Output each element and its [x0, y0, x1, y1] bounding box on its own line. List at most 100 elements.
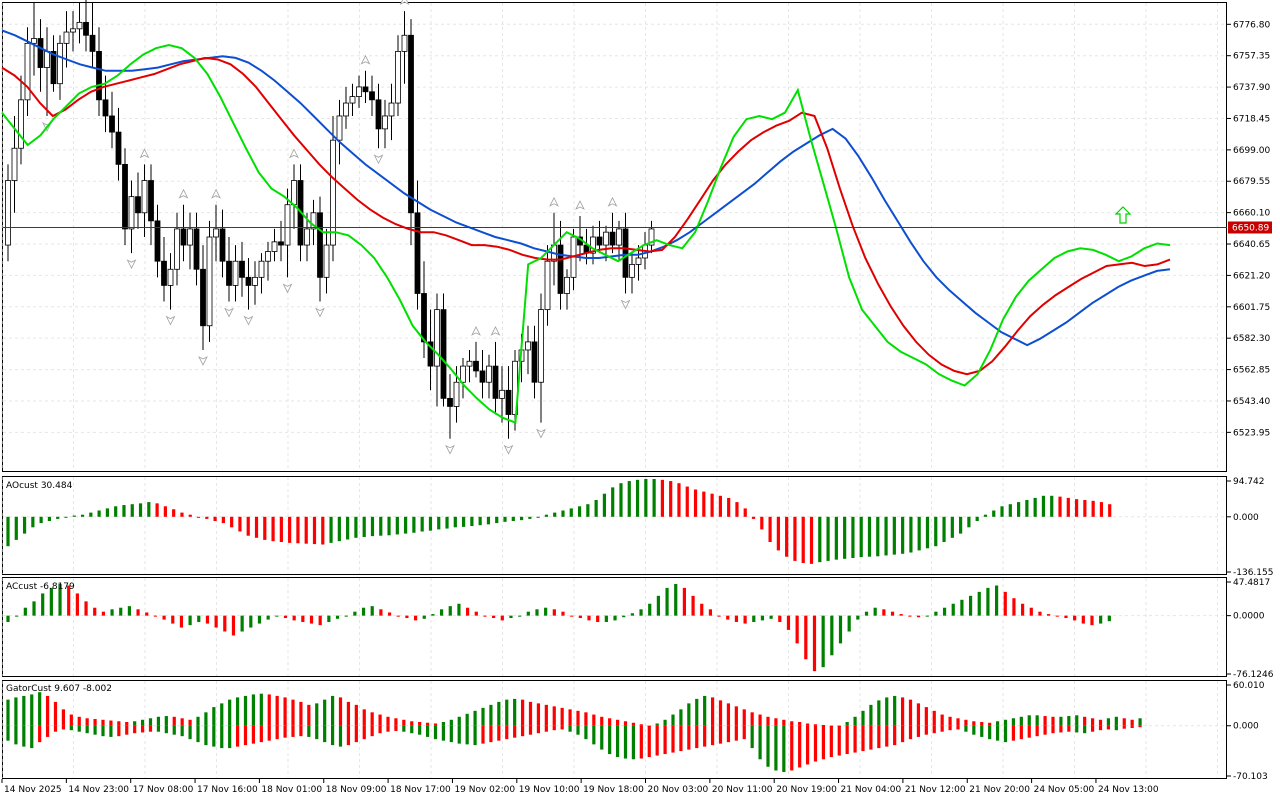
bullish-candle	[11, 147, 18, 181]
bearish-candle	[50, 51, 57, 85]
gator-lower-bar	[576, 725, 580, 735]
histogram-bar	[660, 479, 665, 517]
histogram-bar	[162, 615, 166, 620]
gator-lower-bar	[299, 725, 303, 737]
histogram-bar	[39, 516, 43, 524]
histogram-bar	[180, 512, 184, 517]
gator-lower-bar	[687, 725, 691, 750]
gator-upper-bar	[1019, 716, 1023, 726]
gator-upper-bar	[465, 713, 469, 726]
gator-lower-bar	[457, 725, 461, 744]
fractal-up-icon	[607, 196, 618, 207]
bearish-candle	[148, 180, 154, 222]
gator-upper-bar	[457, 716, 461, 726]
gator-upper-bar	[69, 714, 73, 726]
histogram-bar	[587, 615, 591, 621]
histogram-bar	[596, 615, 600, 622]
histogram-bar	[213, 516, 217, 522]
price-tick-label: 6699.00	[1233, 146, 1270, 156]
gator-panel[interactable]: GatorCust 9.607 -8.002 60.010 0.000 -70.10…	[1, 680, 1268, 783]
gator-upper-bar	[93, 719, 97, 726]
histogram-bar	[138, 503, 143, 517]
histogram-bar	[511, 516, 515, 522]
histogram-bar	[917, 516, 921, 551]
main-panel[interactable]: 6776.80 6757.35 6737.90 6718.45 6699.00 6679.…	[1, 0, 1272, 472]
gator-lower-bar	[560, 725, 564, 730]
histogram-bar	[909, 516, 913, 553]
histogram-bar	[665, 587, 669, 616]
histogram-bar	[404, 516, 408, 534]
gator-lower-bar	[924, 725, 928, 735]
ao-panel[interactable]: AOcust 30.484 94.742 0.000 -136.155	[1, 476, 1273, 579]
gator-lower-bar	[829, 725, 833, 758]
bullish-candle	[310, 212, 317, 230]
histogram-bar	[279, 516, 283, 543]
gator-upper-bar	[378, 714, 382, 726]
histogram-bar	[413, 615, 418, 621]
gator-upper-bar	[695, 698, 699, 726]
ac-panel[interactable]: ACcust -6.8179 47.4817 0.0000 -76.1246	[1, 577, 1274, 681]
histogram-bar	[153, 615, 158, 617]
histogram-bar	[171, 615, 175, 624]
gator-upper-bar	[1003, 719, 1008, 726]
time-tick-label: 18 Nov 01:00	[261, 785, 322, 795]
gator-upper-bar	[552, 706, 556, 726]
bullish-candle	[24, 42, 31, 101]
axis-tick-label: 0.000	[1233, 513, 1259, 523]
histogram-bar	[925, 615, 929, 617]
gator-lower-bar	[528, 725, 533, 735]
price-tick-label: 6523.95	[1233, 428, 1270, 438]
histogram-bar	[15, 615, 19, 617]
histogram-bar	[544, 607, 548, 616]
gator-upper-bar	[861, 710, 865, 726]
histogram-bar	[994, 585, 999, 616]
histogram-bar	[735, 502, 739, 517]
gator-lower-bar	[1035, 725, 1039, 737]
histogram-bar	[155, 503, 159, 517]
gator-lower-bar	[402, 725, 406, 732]
gator-upper-bar	[663, 719, 667, 726]
histogram-bar	[561, 611, 565, 616]
gator-lower-bar	[980, 725, 984, 737]
histogram-bar	[682, 587, 687, 616]
gator-upper-bar	[671, 714, 675, 726]
gator-upper-bar	[410, 721, 414, 726]
time-tick-label: 21 Nov 12:00	[905, 785, 966, 795]
gator-lower-bar	[734, 725, 738, 741]
histogram-bar	[899, 614, 903, 616]
histogram-bar	[644, 478, 648, 517]
gator-lower-bar	[584, 725, 588, 740]
fractal-down-icon	[126, 259, 137, 270]
gator-lower-bar	[964, 725, 968, 732]
gator-upper-bar	[813, 724, 818, 726]
histogram-bar	[283, 615, 288, 619]
histogram-bar	[968, 595, 973, 616]
gator-lower-bar	[180, 725, 184, 737]
gator-lower-bar	[893, 725, 897, 746]
histogram-bar	[370, 516, 375, 537]
gator-upper-bar	[53, 701, 58, 726]
bearish-candle	[622, 228, 629, 278]
gator-upper-bar	[980, 722, 984, 726]
histogram-bar	[1050, 495, 1054, 517]
gator-lower-bar	[1067, 725, 1071, 732]
histogram-bar	[818, 516, 822, 563]
bearish-candle	[427, 341, 434, 367]
gator-upper-bar	[900, 697, 905, 726]
gator-upper-bar	[497, 701, 501, 726]
histogram-bar	[188, 615, 192, 626]
gator-upper-bar	[267, 694, 271, 726]
histogram-bar	[292, 615, 296, 621]
gator-upper-bar	[703, 695, 707, 726]
histogram-bar	[830, 615, 834, 656]
gator-lower-bar	[845, 725, 849, 755]
histogram-bar	[263, 516, 267, 540]
fractal-down-icon	[282, 283, 293, 294]
ac-panel-title: ACcust -6.8179	[6, 582, 75, 592]
histogram-bar	[431, 614, 435, 616]
histogram-bar	[470, 516, 474, 527]
bullish-candle	[382, 115, 388, 130]
histogram-bar	[296, 516, 300, 544]
time-tick-label: 18 Nov 09:00	[326, 785, 387, 795]
